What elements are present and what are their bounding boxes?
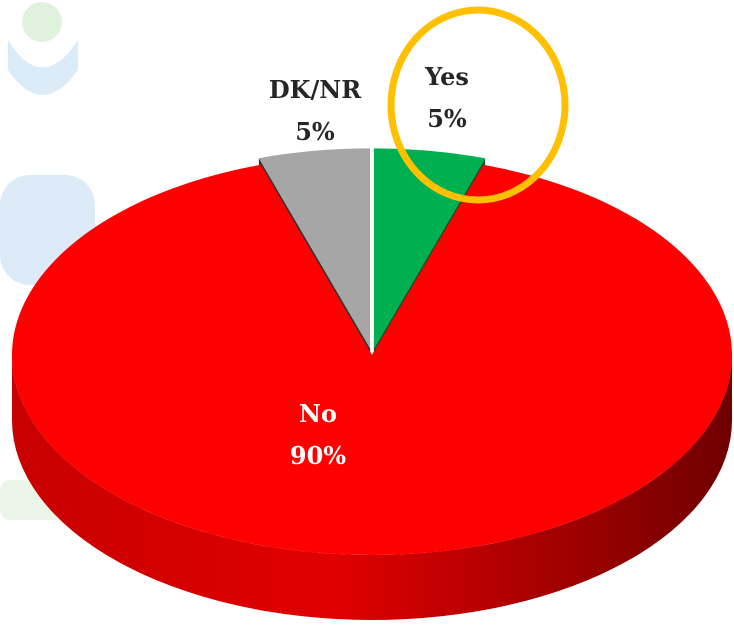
slice-rim [12,355,732,620]
slice-label-dk-nr: DK/NR [269,75,362,104]
slice-label-yes: Yes [424,62,469,91]
pie-slice-no [11,164,732,620]
slice-top [11,164,732,555]
slice-percent-no: 90% [290,441,346,470]
slice-percent-dk-nr: 5% [295,117,335,146]
highlight-circle [387,6,569,204]
slice-percent-yes: 5% [427,104,467,133]
slice-top [258,148,371,349]
slice-label-no: No [299,399,337,428]
